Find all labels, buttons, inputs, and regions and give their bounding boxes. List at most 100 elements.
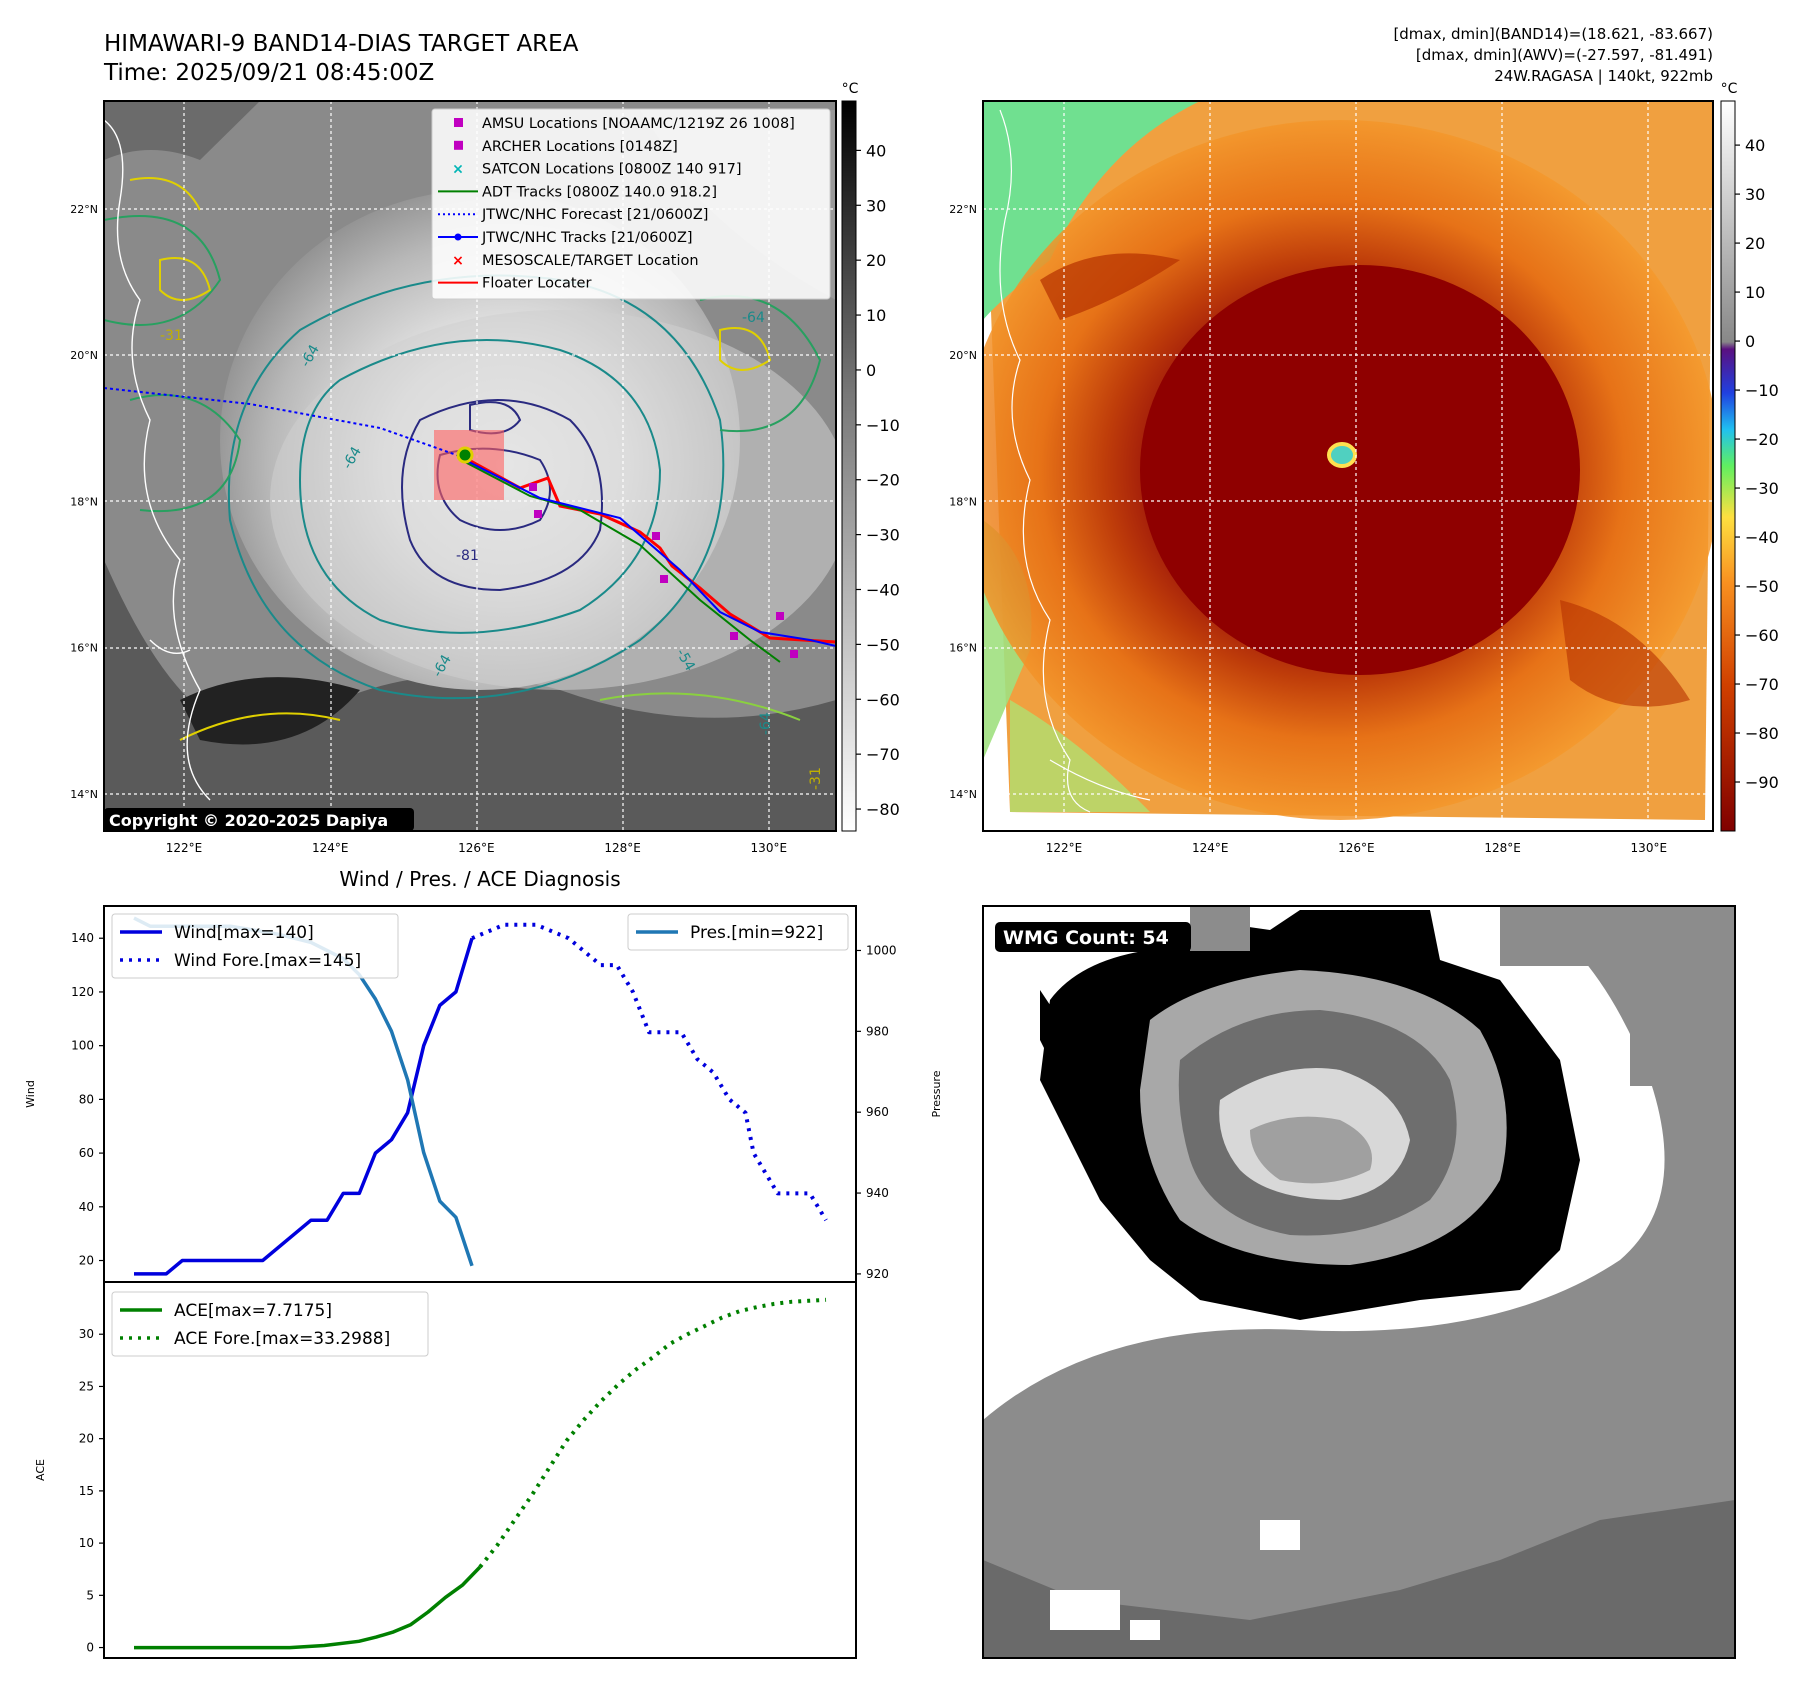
y2-tick-label: 1000 [866, 943, 897, 957]
colorbar-tick-label: −50 [866, 635, 900, 654]
colorbar-tick-label: 20 [1745, 234, 1765, 253]
wind-axis-label: Wind [24, 1080, 37, 1108]
lon-tick-label: 130°E [1631, 841, 1668, 855]
chart-legend-label: Pres.[min=922] [690, 923, 823, 943]
lon-tick-label: 126°E [458, 841, 495, 855]
track-legend: AMSU Locations [NOAAMC/1219Z 26 1008] ARC… [431, 108, 831, 300]
colorbar-tick-label: 40 [1745, 136, 1765, 155]
colorbar-tick-label: 40 [866, 141, 886, 160]
y-tick-label: 100 [71, 1039, 94, 1053]
wmg-frame [982, 905, 1736, 1659]
legend-marker-square [454, 118, 463, 127]
jtwc-track [464, 459, 836, 647]
jtwc-forecast-track [104, 387, 466, 459]
y-tick-label: 30 [79, 1327, 94, 1341]
y-tick-label: 5 [86, 1588, 94, 1602]
contour-label: -64 [742, 310, 765, 326]
legend-entry: ARCHER Locations [0148Z] [454, 139, 678, 155]
ir-map-panel: -64 -64 -64 -64 -81 -54 -31 -64 -31 [70, 81, 900, 855]
colorbar-tick-label: −60 [1745, 626, 1779, 645]
colorbar-tick-label: −30 [1745, 479, 1779, 498]
y-tick-label: 120 [71, 985, 94, 999]
chart-legend-label: Wind[max=140] [174, 923, 314, 943]
colorbar-tick-label: 30 [866, 196, 886, 215]
colorbar-tick-label: −40 [866, 580, 900, 599]
colorbar-tick-label: −60 [866, 690, 900, 709]
colorbar-tick-label: −80 [866, 800, 900, 819]
colorbar-tick-label: 20 [866, 251, 886, 270]
lat-tick-label: 14°N [70, 788, 98, 801]
copyright-text: Copyright © 2020-2025 Dapiya [109, 811, 388, 830]
legend-label: JTWC/NHC Tracks [21/0600Z] [481, 230, 693, 246]
chart-legend-box [627, 913, 849, 951]
series-line [471, 922, 828, 1222]
legend-entry: × MESOSCALE/TARGET Location [452, 253, 698, 269]
storm-info: 24W.RAGASA | 140kt, 922mb [1494, 67, 1713, 85]
y2-tick-label: 940 [866, 1186, 889, 1200]
colorbar-tick-label: −40 [1745, 528, 1779, 547]
adt-track [464, 461, 781, 663]
series-line [478, 1297, 827, 1569]
y-tick-label: 20 [79, 1432, 94, 1446]
colorbar-tick-label: 0 [1745, 332, 1755, 351]
legend-label: ADT Tracks [0800Z 140.0 918.2] [482, 184, 717, 200]
lat-tick-label: 18°N [949, 495, 977, 508]
colorbar-tick-label: 10 [866, 306, 886, 325]
contour-label: -81 [456, 548, 479, 564]
legend-entry: Floater Locater [438, 276, 591, 292]
lon-tick-label: 130°E [751, 841, 788, 855]
copyright-box [104, 808, 414, 831]
lat-tick-label: 16°N [70, 642, 98, 655]
lat-tick-label: 18°N [70, 495, 98, 508]
y2-tick-label: 920 [866, 1267, 889, 1281]
lat-tick-label: 14°N [949, 788, 977, 801]
wmg-count-badge [995, 922, 1191, 952]
lon-tick-label: 128°E [604, 841, 641, 855]
y-tick-label: 25 [79, 1379, 94, 1393]
colorbar-tick-label: −90 [1745, 773, 1779, 792]
colorbar-tick-label: −30 [866, 526, 900, 545]
colorbar-tick-label: −80 [1745, 724, 1779, 743]
y2-tick-label: 980 [866, 1024, 889, 1038]
ir-colorbar-unit: °C [842, 81, 859, 97]
colorbar-tick-label: −10 [1745, 381, 1779, 400]
colorbar-tick-label: −70 [1745, 675, 1779, 694]
figure-title: HIMAWARI-9 BAND14-DIAS TARGET AREA [104, 31, 579, 57]
y-tick-label: 60 [79, 1146, 94, 1160]
lon-tick-label: 126°E [1338, 841, 1375, 855]
pressure-axis-label: Pressure [930, 1070, 943, 1117]
legend-label: JTWC/NHC Forecast [21/0600Z] [481, 207, 708, 223]
y-tick-label: 40 [79, 1200, 94, 1214]
legend-marker-x: × [452, 253, 464, 269]
y-tick-label: 80 [79, 1092, 94, 1106]
lat-tick-label: 22°N [70, 203, 98, 216]
y2-tick-label: 960 [866, 1105, 889, 1119]
band14-range: [dmax, dmin](BAND14)=(18.621, -83.667) [1393, 25, 1713, 43]
awv-map-panel: 22°N 20°N 18°N 16°N 14°N 122°E 124°E 126°E 128°… [949, 81, 1779, 855]
contour-label: -31 [160, 328, 183, 344]
chart-legend-label: ACE Fore.[max=33.2988] [174, 1329, 390, 1349]
floater-locater-track [464, 456, 836, 644]
awv-range: [dmax, dmin](AWV)=(-27.597, -81.491) [1416, 46, 1713, 64]
lon-tick-label: 128°E [1484, 841, 1521, 855]
ace-chart: 0 5 10 15 20 25 30 ACE[max=7.7175] ACE Fore.[max… [34, 1281, 857, 1659]
legend-marker-x: × [452, 162, 464, 178]
chart-legend-label: Wind Fore.[max=145] [174, 951, 361, 971]
chart-legend-box [111, 1291, 429, 1357]
wmg-panel: WMG Count: 54 [982, 905, 1736, 1659]
y-tick-label: 0 [86, 1641, 94, 1655]
series-line [134, 1565, 482, 1650]
legend-label: AMSU Locations [NOAAMC/1219Z 26 1008] [482, 116, 795, 132]
figure-time: Time: 2025/09/21 08:45:00Z [103, 60, 434, 86]
legend-entry: JTWC/NHC Tracks [21/0600Z] [438, 230, 693, 246]
colorbar-tick-label: −20 [1745, 430, 1779, 449]
ir-colorbar [841, 100, 857, 832]
awv-colorbar-unit: °C [1721, 81, 1738, 97]
legend-entry: AMSU Locations [NOAAMC/1219Z 26 1008] [454, 116, 795, 132]
colorbar-tick-label: −50 [1745, 577, 1779, 596]
lon-tick-label: 124°E [312, 841, 349, 855]
contour-label: -31 [808, 767, 824, 790]
lon-tick-label: 122°E [166, 841, 203, 855]
colorbar-tick-label: −70 [866, 745, 900, 764]
